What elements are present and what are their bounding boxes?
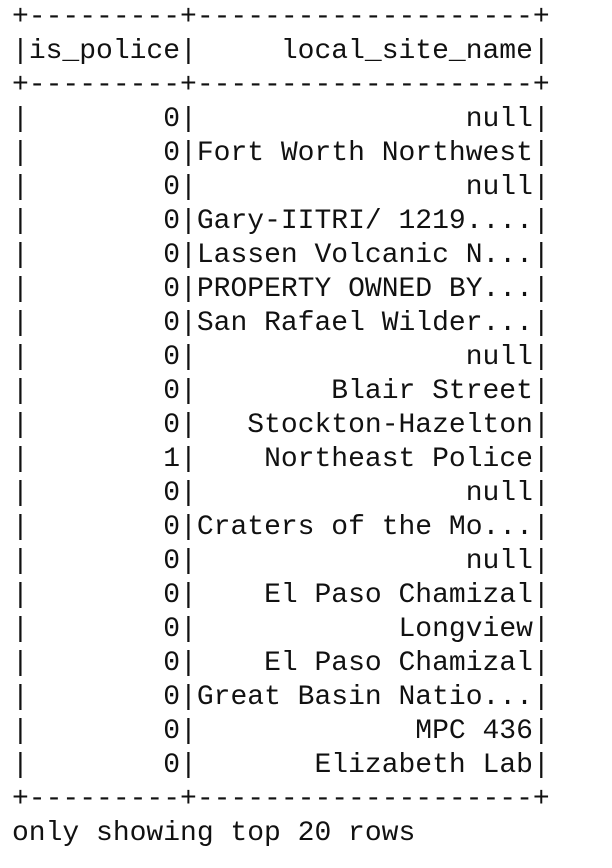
- table-cell: 0: [163, 648, 181, 679]
- table-cell: El Paso Chamizal: [264, 580, 533, 611]
- table-cell: null: [465, 342, 533, 373]
- table-cell: 0: [163, 138, 181, 169]
- table-cell: 0: [163, 580, 181, 611]
- table-cell: Lassen Volcanic N...: [196, 240, 533, 271]
- table-cell: El Paso Chamizal: [264, 648, 533, 679]
- table-cell: Fort Worth Northwest: [196, 138, 533, 169]
- table-cell: 0: [163, 410, 181, 441]
- table-cell: Gary-IITRI/ 1219....: [196, 206, 533, 237]
- table-cell: null: [465, 172, 533, 203]
- table-cell: 0: [163, 342, 181, 373]
- table-cell: Elizabeth Lab: [314, 750, 533, 781]
- table-cell: 1: [163, 444, 181, 475]
- table-cell: null: [465, 104, 533, 135]
- table-cell: 0: [163, 682, 181, 713]
- table-cell: 0: [163, 376, 181, 407]
- table-cell: 0: [163, 240, 181, 271]
- table-cell: Stockton-Hazelton: [247, 410, 533, 441]
- footer-note: only showing top 20 rows: [12, 818, 416, 849]
- table-cell: 0: [163, 546, 181, 577]
- table-cell: 0: [163, 512, 181, 543]
- table-cell: San Rafael Wilder...: [196, 308, 533, 339]
- column-header: is_police: [28, 36, 181, 67]
- table-cell: 0: [163, 478, 181, 509]
- table-cell: null: [465, 478, 533, 509]
- table-cell: 0: [163, 750, 181, 781]
- table-cell: 0: [163, 716, 181, 747]
- table-cell: 0: [163, 614, 181, 645]
- table-cell: Great Basin Natio...: [196, 682, 533, 713]
- table-cell: Craters of the Mo...: [196, 512, 533, 543]
- table-cell: null: [465, 546, 533, 577]
- table-cell: 0: [163, 104, 181, 135]
- table-cell: Northeast Police: [264, 444, 533, 475]
- table-cell: 0: [163, 206, 181, 237]
- table-cell: Longview: [398, 614, 533, 645]
- table-cell: PROPERTY OWNED BY...: [196, 274, 533, 305]
- table-cell: Blair Street: [331, 376, 533, 407]
- table-cell: 0: [163, 274, 181, 305]
- column-header: local_site_name: [280, 36, 533, 67]
- table-cell: 0: [163, 308, 181, 339]
- table-cell: MPC 436: [415, 716, 533, 747]
- console-output: +---------+--------------------+ |is_pol…: [12, 2, 550, 849]
- table-cell: 0: [163, 172, 181, 203]
